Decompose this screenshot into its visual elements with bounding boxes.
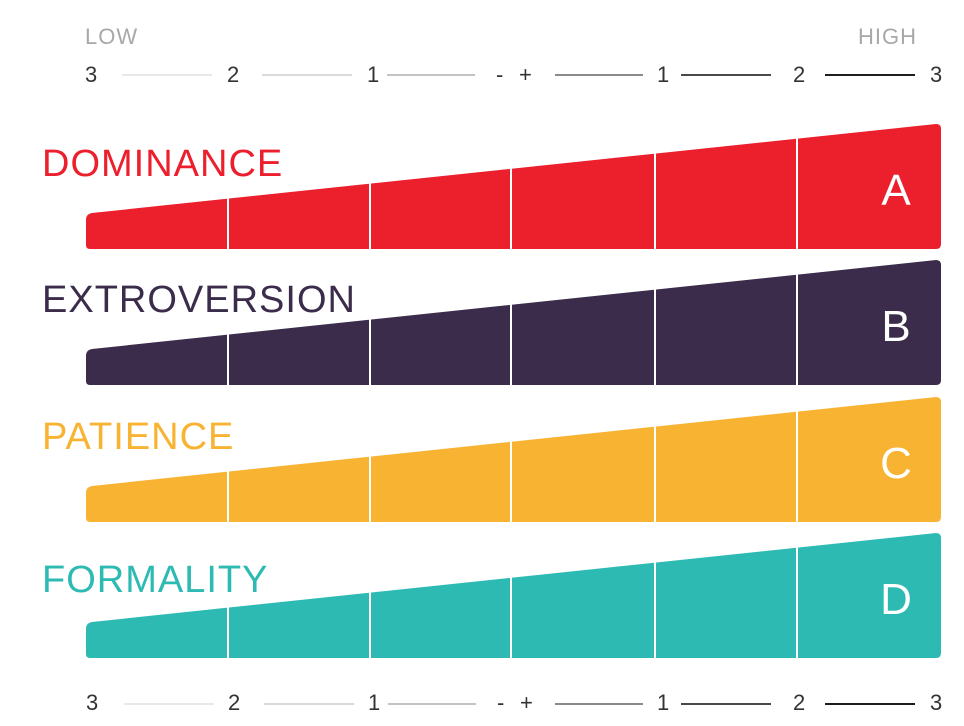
bottom-scale-line-2 <box>264 703 354 705</box>
bottom-tick-low-1: 1 <box>368 690 381 715</box>
bottom-scale-line-3 <box>388 703 476 705</box>
top-scale-line-2 <box>262 74 352 76</box>
bar-patience <box>86 397 941 522</box>
bottom-scale-line-5 <box>681 703 771 705</box>
bottom-tick-high-1: 1 <box>657 690 670 715</box>
trait-letter-c: C <box>880 439 912 488</box>
top-scale-line-5 <box>681 74 771 76</box>
bottom-tick-low-3: 3 <box>86 690 99 715</box>
trait-letter-b: B <box>881 302 910 351</box>
top-scale-line-3 <box>387 74 475 76</box>
trait-label-extroversion: EXTROVERSION <box>42 279 356 321</box>
trait-label-dominance: DOMINANCE <box>42 143 284 185</box>
bar-extroversion <box>86 260 941 385</box>
top-scale-line-4 <box>555 74 643 76</box>
scale-high-label: HIGH <box>858 24 917 49</box>
top-scale-line-6 <box>825 74 915 76</box>
bottom-scale-line-1 <box>124 703 214 705</box>
scale-low-label: LOW <box>85 24 139 49</box>
top-tick-low-2: 2 <box>227 62 240 87</box>
top-tick-high-1: 1 <box>657 62 670 87</box>
bar-dominance <box>86 124 941 249</box>
top-tick-low-3: 3 <box>85 62 98 87</box>
bottom-tick-high-2: 2 <box>793 690 806 715</box>
top-tick-minus: - <box>496 62 504 87</box>
top-scale-line-1 <box>122 74 212 76</box>
bottom-scale-line-4 <box>555 703 643 705</box>
trait-label-formality: FORMALITY <box>42 559 269 601</box>
bottom-tick-low-2: 2 <box>228 690 241 715</box>
bottom-tick-high-3: 3 <box>930 690 943 715</box>
trait-label-patience: PATIENCE <box>42 416 235 458</box>
trait-letter-a: A <box>881 166 911 215</box>
top-tick-plus: + <box>519 62 532 87</box>
bar-dividers <box>227 130 798 659</box>
bottom-scale-line-6 <box>825 703 915 705</box>
top-tick-high-2: 2 <box>793 62 806 87</box>
trait-letter-d: D <box>880 575 912 624</box>
top-tick-high-3: 3 <box>930 62 943 87</box>
bottom-tick-plus: + <box>520 690 533 715</box>
bottom-tick-minus: - <box>497 690 505 715</box>
bar-formality <box>86 533 941 658</box>
top-tick-low-1: 1 <box>367 62 380 87</box>
